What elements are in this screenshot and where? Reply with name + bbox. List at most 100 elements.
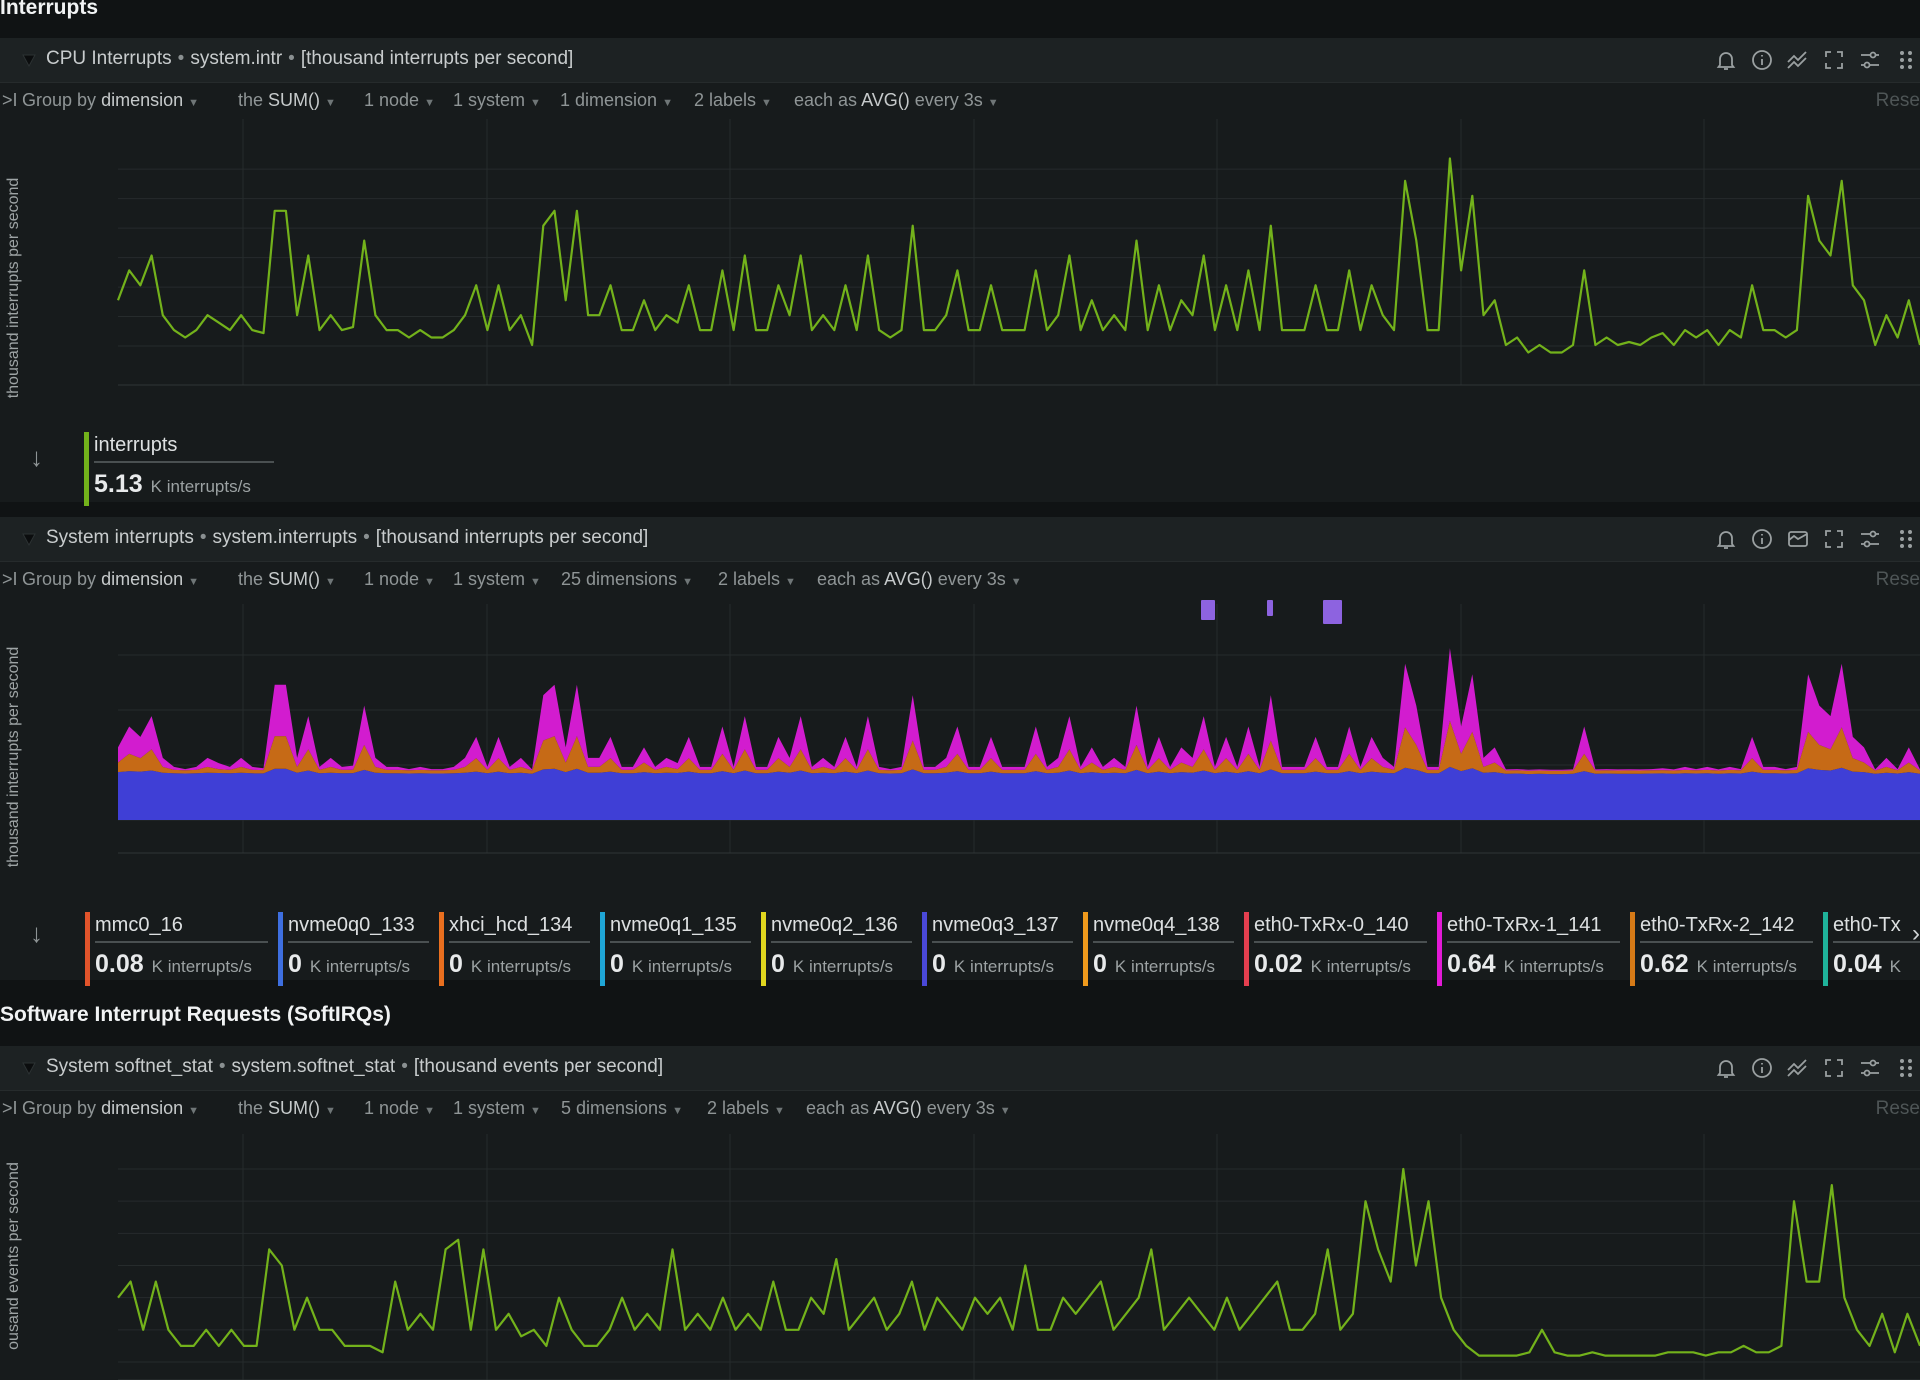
panel-header: System interrupts • system.interrupts • [tho…: [0, 517, 1920, 562]
legend-item[interactable]: nvme0q3_137 0 K interrupts/s: [922, 912, 1077, 986]
bell-icon[interactable]: [1712, 1054, 1740, 1082]
legend-item[interactable]: eth0-TxRx-1_141 0.64 K interrupts/s: [1437, 912, 1624, 986]
dimensions-dropdown[interactable]: 1 dimension ▼: [560, 90, 673, 111]
group-by-dropdown[interactable]: Group by dimension ▼: [22, 569, 199, 590]
chart-plot-0[interactable]: [0, 115, 1920, 405]
chevron-right-icon[interactable]: ›: [1912, 920, 1920, 947]
nodes-dropdown[interactable]: 1 node ▼: [364, 90, 435, 111]
legend-item[interactable]: nvme0q1_135 0 K interrupts/s: [600, 912, 755, 986]
series-line-interrupts: [116, 157, 1920, 354]
labels-dropdown[interactable]: 2 labels ▼: [707, 1098, 785, 1119]
info-icon[interactable]: [1748, 1054, 1776, 1082]
anomaly-chart-icon[interactable]: [1784, 1054, 1812, 1082]
chart-context[interactable]: system.intr: [190, 48, 283, 69]
legend-item[interactable]: nvme0q2_136 0 K interrupts/s: [761, 912, 916, 986]
chart-plot-2[interactable]: [0, 1130, 1920, 1380]
labels-label: 2 labels: [694, 90, 757, 110]
anomaly-marker[interactable]: [1201, 600, 1215, 620]
drag-handle-icon[interactable]: [1892, 46, 1920, 74]
legend-underline: [95, 941, 268, 943]
info-icon[interactable]: [1748, 525, 1776, 553]
anomaly-marker[interactable]: [1323, 600, 1342, 624]
nodes-dropdown[interactable]: 1 node ▼: [364, 1098, 435, 1119]
legend-underline: [610, 941, 751, 943]
stacked-area-icon[interactable]: [1784, 525, 1812, 553]
chart-units: [thousand interrupts per second]: [300, 48, 574, 69]
legend-underline: [932, 941, 1073, 943]
legend-item[interactable]: interrupts 5.13 K interrupts/s: [84, 432, 278, 506]
legend-value-number: 0.62: [1640, 950, 1689, 978]
bell-icon[interactable]: [1712, 525, 1740, 553]
info-icon[interactable]: [1748, 46, 1776, 74]
title-separator: •: [218, 1056, 226, 1077]
sort-arrow-icon[interactable]: ↓: [30, 918, 43, 948]
agg-prefix: the: [238, 1098, 264, 1118]
legend-value: 0 K interrupts/s: [449, 950, 571, 979]
chevron-down-icon: ▼: [662, 97, 673, 109]
expand-icon[interactable]: [1820, 525, 1848, 553]
legend-item[interactable]: eth0-TxRx-0_140 0.02 K interrupts/s: [1244, 912, 1431, 986]
group-by-dropdown[interactable]: Group by dimension ▼: [22, 1098, 199, 1119]
chevron-down-icon: ▼: [325, 97, 336, 109]
anomaly-marker[interactable]: [1267, 600, 1273, 616]
chart-context[interactable]: system.interrupts: [212, 527, 358, 548]
expand-icon[interactable]: [1820, 46, 1848, 74]
legend-item[interactable]: mmc0_16 0.08 K interrupts/s: [85, 912, 272, 986]
bell-icon[interactable]: [1712, 46, 1740, 74]
reset-button[interactable]: Rese: [1875, 1098, 1920, 1119]
each-value: AVG(): [884, 569, 933, 589]
legend-value-number: 0: [932, 950, 946, 978]
reset-button[interactable]: Rese: [1875, 90, 1920, 111]
drag-handle-icon[interactable]: [1892, 525, 1920, 553]
sort-arrow-icon[interactable]: ↓: [30, 442, 43, 472]
legend-item[interactable]: nvme0q0_133 0 K interrupts/s: [278, 912, 433, 986]
panel-title: CPU Interrupts • system.intr • [thousand int…: [46, 48, 573, 70]
filter-settings-icon[interactable]: [1856, 46, 1884, 74]
legend-underline: [94, 461, 274, 463]
labels-dropdown[interactable]: 2 labels ▼: [718, 569, 796, 590]
systems-dropdown[interactable]: 1 system ▼: [453, 569, 541, 590]
reset-button[interactable]: Rese: [1875, 569, 1920, 590]
dimensions-dropdown[interactable]: 25 dimensions ▼: [561, 569, 693, 590]
panel-title: System softnet_stat • system.softnet_stat •…: [46, 1056, 663, 1078]
legend-item[interactable]: xhci_hcd_134 0 K interrupts/s: [439, 912, 594, 986]
legend-underline: [449, 941, 590, 943]
legend-color-swatch: [439, 912, 444, 986]
time-aggregation-dropdown[interactable]: each as AVG() every 3s ▼: [817, 569, 1022, 590]
systems-dropdown[interactable]: 1 system ▼: [453, 1098, 541, 1119]
time-aggregation-dropdown[interactable]: each as AVG() every 3s ▼: [794, 90, 999, 111]
chart-plot-1[interactable]: [0, 600, 1920, 875]
legend-dimension-name: nvme0q3_137: [932, 914, 1059, 936]
chart-context[interactable]: system.softnet_stat: [231, 1056, 396, 1077]
expand-icon[interactable]: [1820, 1054, 1848, 1082]
drag-handle-icon[interactable]: [1892, 1054, 1920, 1082]
legend-item[interactable]: eth0-Tx 0.04 K: [1823, 912, 1920, 986]
aggregation-dropdown[interactable]: the SUM() ▼: [238, 90, 336, 111]
chevron-down-icon: ▼: [325, 576, 336, 588]
filter-settings-icon[interactable]: [1856, 1054, 1884, 1082]
legend-dimension-name: xhci_hcd_134: [449, 914, 573, 936]
legend-value-unit: K interrupts/s: [151, 957, 252, 976]
expand-filters-icon[interactable]: >I: [2, 90, 18, 110]
legend-item[interactable]: nvme0q4_138 0 K interrupts/s: [1083, 912, 1238, 986]
legend-value-number: 0: [1093, 950, 1107, 978]
time-aggregation-dropdown[interactable]: each as AVG() every 3s ▼: [806, 1098, 1011, 1119]
chart-panel-softnet-stat: System softnet_stat • system.softnet_stat •…: [0, 1046, 1920, 1380]
expand-filters-icon[interactable]: >I: [2, 1098, 18, 1118]
systems-dropdown[interactable]: 1 system ▼: [453, 90, 541, 111]
aggregation-dropdown[interactable]: the SUM() ▼: [238, 1098, 336, 1119]
nodes-dropdown[interactable]: 1 node ▼: [364, 569, 435, 590]
filter-settings-icon[interactable]: [1856, 525, 1884, 553]
group-by-dropdown[interactable]: Group by dimension ▼: [22, 90, 199, 111]
legend-value: 0.64 K interrupts/s: [1447, 950, 1604, 979]
group-by-prefix: Group by: [22, 569, 97, 589]
chart-type-icon: [22, 54, 36, 67]
chevron-down-icon: ▼: [530, 97, 541, 109]
expand-filters-icon[interactable]: >I: [2, 569, 18, 589]
anomaly-chart-icon[interactable]: [1784, 46, 1812, 74]
dimensions-dropdown[interactable]: 5 dimensions ▼: [561, 1098, 683, 1119]
legend-underline: [1833, 941, 1920, 943]
legend-item[interactable]: eth0-TxRx-2_142 0.62 K interrupts/s: [1630, 912, 1817, 986]
labels-dropdown[interactable]: 2 labels ▼: [694, 90, 772, 111]
aggregation-dropdown[interactable]: the SUM() ▼: [238, 569, 336, 590]
